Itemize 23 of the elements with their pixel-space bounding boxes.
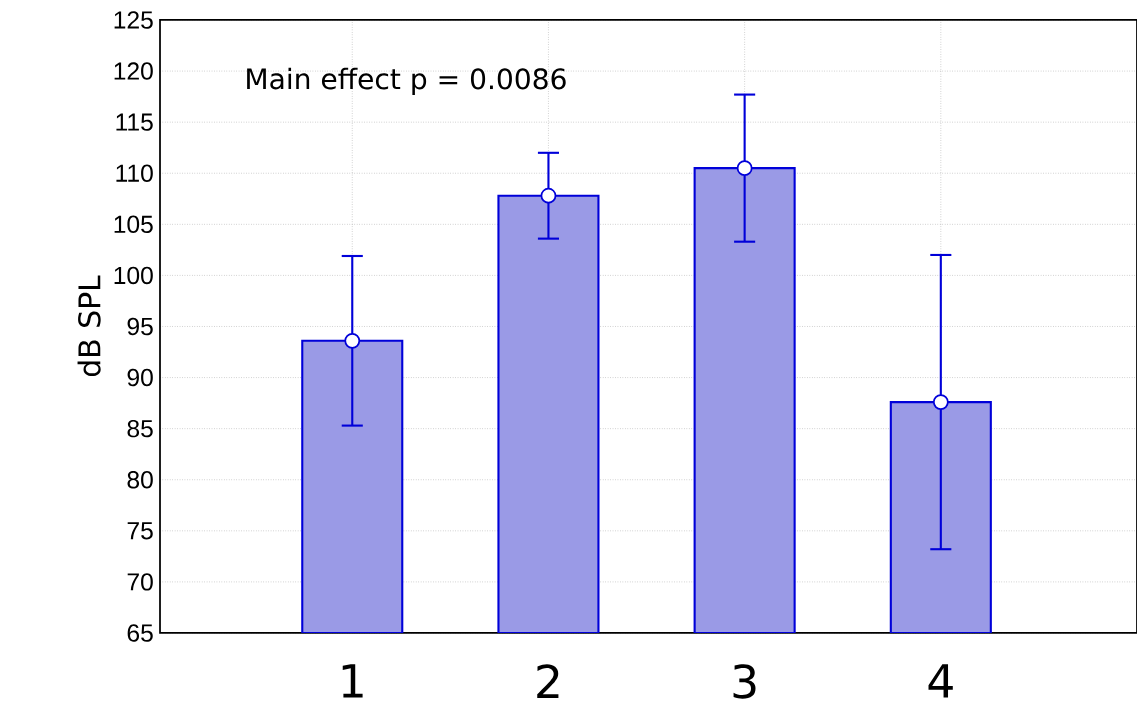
y-tick-label: 95 — [127, 317, 153, 336]
y-tick-label: 85 — [127, 419, 153, 438]
point — [344, 332, 361, 349]
x-tick-label: 3 — [733, 664, 756, 699]
y-axis-title: dB SPL — [77, 275, 101, 377]
x-tick-label: 1 — [342, 664, 363, 698]
y-tick-label: 105 — [114, 215, 153, 234]
y-tick-label: 65 — [127, 624, 153, 642]
y-tick-label: 110 — [116, 164, 153, 182]
y-tick-label: 120 — [114, 62, 153, 80]
point — [540, 187, 557, 204]
y-tick-label: 80 — [127, 471, 153, 489]
y-tick-label: 75 — [127, 522, 153, 540]
x-tick-label: 4 — [928, 664, 953, 698]
y-tick-label: 70 — [127, 573, 153, 591]
y-tick-label: 100 — [114, 266, 153, 285]
point — [736, 160, 753, 177]
y-tick-label: 125 — [114, 11, 153, 29]
annotation: Main effect p = 0.0086 — [247, 67, 566, 95]
y-tick-label: 90 — [127, 368, 153, 387]
y-tick-label: 115 — [116, 113, 153, 131]
point — [932, 394, 949, 410]
x-tick-label: 2 — [537, 664, 559, 699]
